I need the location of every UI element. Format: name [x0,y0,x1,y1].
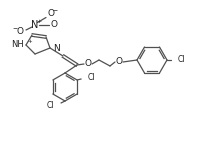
Text: +: + [27,39,32,44]
Text: −: − [52,7,57,13]
Text: O: O [50,20,57,30]
Text: Cl: Cl [177,55,185,65]
Text: O: O [115,57,122,67]
Text: O: O [47,10,54,18]
Text: O: O [84,59,91,69]
Text: Cl: Cl [46,102,54,110]
Text: −: − [12,25,18,31]
Text: N: N [53,44,60,54]
Text: O: O [16,28,23,36]
Text: Cl: Cl [88,73,95,83]
Text: +: + [36,19,41,24]
Text: N: N [31,20,39,30]
Text: NH: NH [11,40,24,50]
